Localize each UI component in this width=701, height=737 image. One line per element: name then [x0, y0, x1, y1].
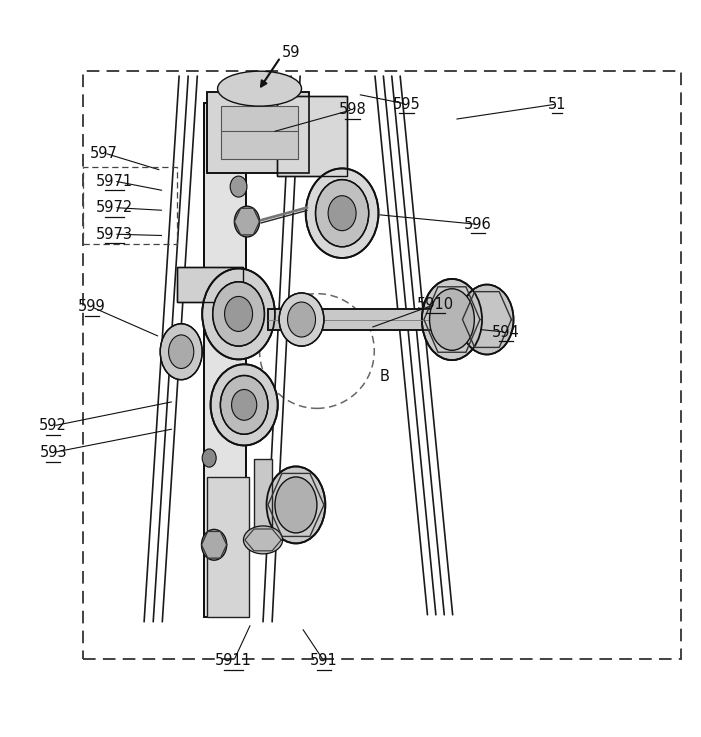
- Ellipse shape: [202, 268, 275, 360]
- Text: 593: 593: [39, 445, 67, 460]
- Bar: [177, 267, 243, 302]
- Text: 5911: 5911: [215, 654, 252, 668]
- Text: 592: 592: [39, 419, 67, 433]
- Text: 51: 51: [547, 97, 566, 111]
- Ellipse shape: [220, 375, 268, 434]
- Bar: [254, 459, 272, 543]
- Ellipse shape: [306, 169, 379, 258]
- Text: 5910: 5910: [417, 296, 454, 312]
- Bar: [203, 102, 245, 617]
- Bar: [277, 96, 347, 176]
- Text: 591: 591: [310, 654, 338, 668]
- Bar: [177, 267, 243, 302]
- Bar: [83, 71, 681, 659]
- Text: 598: 598: [339, 102, 367, 117]
- Bar: [83, 167, 177, 244]
- Ellipse shape: [224, 296, 252, 332]
- Text: 5971: 5971: [95, 173, 132, 189]
- Ellipse shape: [243, 526, 283, 554]
- Text: 5973: 5973: [95, 227, 132, 242]
- Text: 596: 596: [464, 217, 491, 232]
- Ellipse shape: [430, 289, 475, 350]
- Ellipse shape: [234, 206, 259, 237]
- Bar: [277, 96, 347, 176]
- Ellipse shape: [212, 282, 264, 346]
- Ellipse shape: [279, 293, 324, 346]
- Text: 595: 595: [393, 97, 421, 111]
- Ellipse shape: [202, 449, 216, 467]
- Ellipse shape: [201, 529, 226, 560]
- Ellipse shape: [230, 176, 247, 197]
- Bar: [221, 106, 298, 158]
- Ellipse shape: [266, 467, 325, 543]
- Text: 599: 599: [78, 299, 106, 315]
- Bar: [268, 309, 436, 330]
- Text: 5972: 5972: [95, 200, 132, 215]
- Ellipse shape: [328, 196, 356, 231]
- Ellipse shape: [422, 279, 482, 360]
- Ellipse shape: [231, 389, 257, 420]
- Ellipse shape: [315, 180, 369, 247]
- Ellipse shape: [275, 477, 317, 533]
- Text: 597: 597: [90, 145, 118, 161]
- Ellipse shape: [461, 284, 514, 354]
- Text: 594: 594: [492, 324, 519, 340]
- Bar: [207, 92, 308, 172]
- Bar: [207, 477, 249, 617]
- Text: 59: 59: [282, 45, 300, 60]
- Bar: [203, 102, 245, 617]
- Ellipse shape: [169, 335, 193, 368]
- Ellipse shape: [210, 364, 278, 445]
- Ellipse shape: [287, 302, 315, 337]
- Ellipse shape: [161, 324, 202, 380]
- Ellipse shape: [217, 71, 301, 106]
- Bar: [268, 309, 436, 330]
- Text: B: B: [379, 369, 389, 385]
- Bar: [207, 92, 308, 172]
